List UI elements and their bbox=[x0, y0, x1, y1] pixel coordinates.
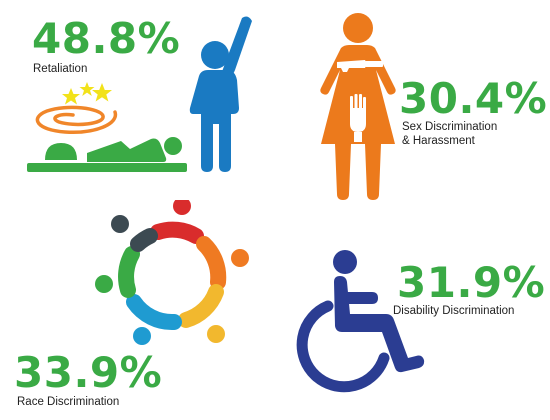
race-discrimination-percent: 33.9% bbox=[14, 348, 163, 397]
fallen-person-icon bbox=[27, 137, 187, 172]
diverse-circle-of-people-icon bbox=[95, 200, 249, 345]
sex-discrimination-label: Sex Discrimination & Harassment bbox=[402, 120, 497, 149]
star-icon bbox=[62, 82, 112, 105]
retaliation-label: Retaliation bbox=[33, 63, 88, 75]
sex-discrimination-label-line-1: Sex Discrimination bbox=[402, 121, 498, 133]
race-discrimination-label: Race Discrimination bbox=[17, 396, 120, 408]
disability-discrimination-percent: 31.9% bbox=[397, 258, 546, 307]
disability-discrimination-label: Disability Discrimination bbox=[393, 305, 515, 317]
fallen-person-and-standing-person-icon bbox=[27, 16, 252, 172]
wheelchair-icon bbox=[296, 250, 425, 393]
sex-discrimination-label-line-2: & Harassment bbox=[402, 135, 475, 148]
woman-being-touched-icon bbox=[320, 13, 396, 200]
dizzy-swirl-icon bbox=[35, 105, 118, 134]
person-segment bbox=[118, 221, 227, 331]
retaliation-percent: 48.8% bbox=[32, 14, 181, 63]
sex-discrimination-percent: 30.4% bbox=[399, 74, 548, 123]
standing-person-icon bbox=[189, 16, 252, 172]
